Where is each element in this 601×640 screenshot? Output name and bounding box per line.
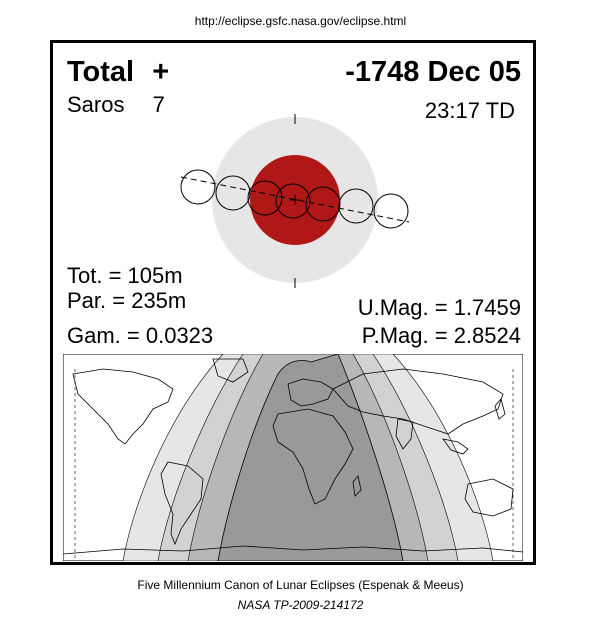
saros: Saros 7 (67, 94, 165, 116)
moon-p1 (180, 169, 216, 205)
band-total-visible (217, 354, 404, 561)
shadow-diagram (180, 114, 410, 288)
gamma: Gam. = 0.0323 (67, 323, 214, 348)
eclipse-time: 23:17 TD (424, 98, 515, 123)
eclipse-date: -1748 Dec 05 (345, 56, 521, 88)
saros-label: Saros (67, 92, 125, 117)
eclipse-type: Total + (67, 58, 169, 87)
visibility-map (63, 354, 523, 561)
moon-u2 (247, 180, 283, 216)
moon-greatest (275, 183, 311, 219)
partial-duration: Par. = 235m (67, 288, 187, 313)
source-url[interactable]: http://eclipse.gsfc.nasa.gov/eclipse.htm… (194, 14, 407, 28)
eclipse-type-symbol: + (152, 56, 170, 88)
totality-duration: Tot. = 105m (67, 263, 183, 288)
moon-u4 (338, 188, 374, 224)
nasa-reference: NASA TP-2009-214172 (237, 598, 364, 612)
canon-credit: Five Millennium Canon of Lunar Eclipses … (137, 578, 464, 592)
penumbral-magnitude: P.Mag. = 2.8524 (361, 323, 521, 348)
eclipse-type-label: Total (67, 56, 135, 88)
continent-outlines (63, 358, 523, 555)
moon-u3 (305, 186, 341, 222)
moon-p4 (373, 193, 409, 229)
moon-u1 (215, 175, 251, 211)
eclipse-panel: Total + -1748 Dec 05 Saros 7 23:17 TD To… (50, 40, 536, 565)
umbral-magnitude: U.Mag. = 1.7459 (357, 295, 521, 320)
saros-number: 7 (152, 92, 165, 117)
